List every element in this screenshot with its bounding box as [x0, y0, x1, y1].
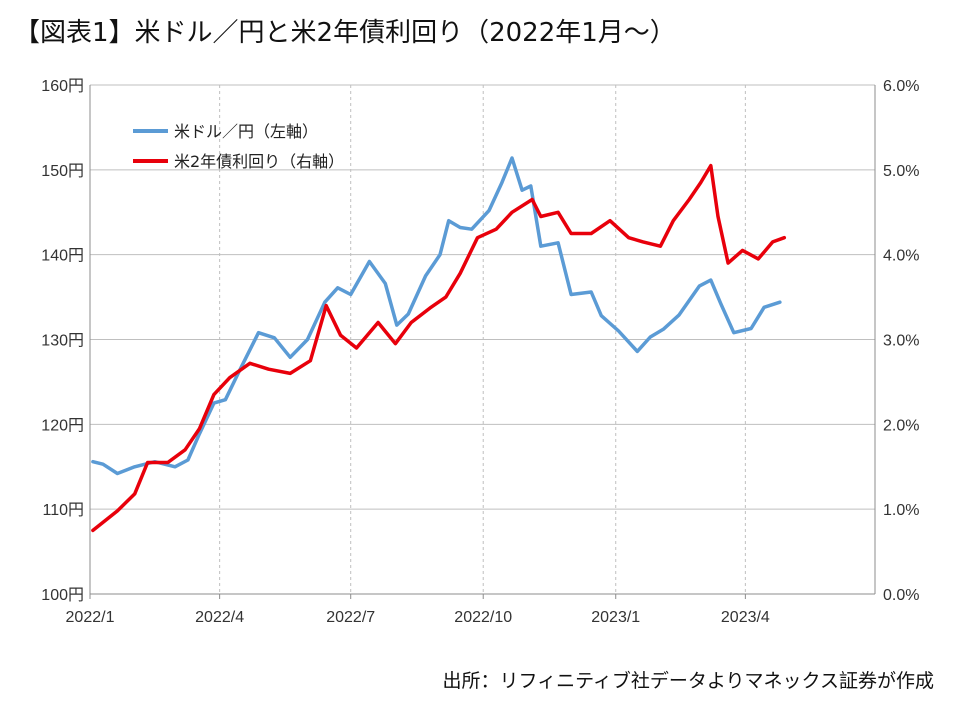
x-tick-label: 2022/4 — [195, 609, 244, 626]
x-tick-label: 2023/4 — [721, 609, 770, 626]
source-note: 出所：リフィニティブ社データよりマネックス証券が作成 — [442, 670, 934, 692]
left-tick-label: 100円 — [41, 587, 84, 604]
legend-label-usdjpy: 米ドル／円（左軸） — [174, 122, 318, 141]
right-tick-label: 0.0% — [883, 587, 919, 604]
left-tick-label: 120円 — [41, 417, 84, 434]
x-tick-label: 2022/1 — [66, 609, 115, 626]
right-tick-label: 2.0% — [883, 417, 919, 434]
left-tick-label: 150円 — [41, 163, 84, 180]
left-tick-label: 130円 — [41, 333, 84, 350]
left-tick-label: 110円 — [42, 502, 84, 519]
right-tick-label: 4.0% — [883, 248, 919, 265]
right-tick-label: 5.0% — [883, 163, 919, 180]
right-tick-label: 6.0% — [883, 78, 919, 95]
right-tick-label: 1.0% — [883, 502, 919, 519]
series-line-yield — [91, 163, 787, 533]
left-axis-ticks: 100円 110円 120円 130円 140円 150円 160円 — [41, 78, 84, 604]
left-tick-label: 160円 — [41, 78, 84, 95]
x-tick-label: 2022/10 — [454, 609, 512, 626]
legend: 米ドル／円（左軸） 米2年債利回り（右軸） — [133, 122, 344, 171]
left-tick-label: 140円 — [41, 248, 84, 265]
x-tick-label: 2023/1 — [591, 609, 640, 626]
legend-label-yield: 米2年債利回り（右軸） — [174, 152, 344, 171]
axes — [89, 85, 876, 599]
x-tick-label: 2022/7 — [326, 609, 375, 626]
chart-title: 【図表1】米ドル／円と米2年債利回り（2022年1月～） — [14, 18, 676, 48]
x-axis-ticks: 2022/1 2022/4 2022/7 2022/10 2023/1 2023/4 — [66, 609, 770, 626]
series-line-usdjpy — [91, 156, 782, 476]
right-tick-label: 3.0% — [883, 333, 919, 350]
series-lines — [91, 156, 787, 533]
gridlines — [90, 84, 875, 594]
right-axis-ticks: 0.0% 1.0% 2.0% 3.0% 4.0% 5.0% 6.0% — [883, 78, 919, 604]
